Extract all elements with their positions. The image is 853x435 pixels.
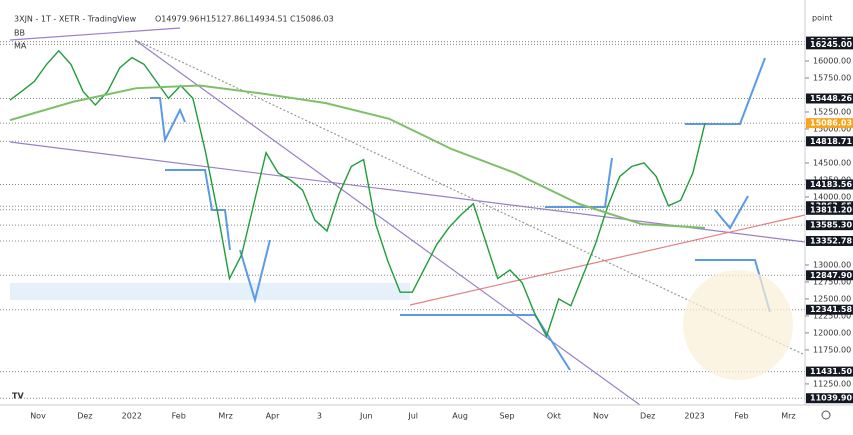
y-tick-label: 13000.00 bbox=[813, 260, 851, 269]
x-tick-label: Feb bbox=[172, 412, 186, 421]
ohlc: O14979.96 bbox=[155, 15, 199, 24]
x-tick-label: Sep bbox=[499, 412, 514, 421]
axis-title: point bbox=[812, 14, 832, 23]
level-label: 11431.50 bbox=[810, 367, 852, 376]
level-badge bbox=[806, 220, 853, 231]
level-label: 12847.90 bbox=[810, 271, 852, 280]
arrow bbox=[685, 57, 766, 125]
y-tick-label: 15750.00 bbox=[813, 73, 851, 82]
x-tick-label: Aug bbox=[452, 412, 468, 421]
level-label: 13811.20 bbox=[810, 205, 852, 214]
level-badge bbox=[806, 235, 853, 246]
trendline bbox=[9, 27, 181, 41]
x-tick-label: 3 bbox=[317, 412, 322, 421]
y-tick-label: 12000.00 bbox=[813, 328, 851, 337]
level-label: 15086.03 bbox=[810, 119, 852, 128]
ma-line bbox=[9, 84, 706, 229]
level-label: 11039.90 bbox=[810, 394, 852, 403]
y-tick-label: 12750.00 bbox=[813, 277, 851, 286]
y-tick-label: 11750.00 bbox=[813, 345, 851, 354]
x-tick-label: Okt bbox=[547, 412, 561, 421]
level-badge bbox=[806, 39, 853, 50]
level-label: 16245.00 bbox=[810, 40, 852, 49]
x-tick-label: Mrz bbox=[218, 412, 232, 421]
y-tick-label: 15000.00 bbox=[813, 124, 851, 133]
x-tick-label: Nov bbox=[593, 412, 609, 421]
level-badge bbox=[806, 93, 853, 104]
x-tick-label: Jun bbox=[359, 412, 373, 421]
price-line bbox=[9, 49, 706, 339]
level-badge bbox=[806, 366, 853, 377]
arrows bbox=[150, 57, 771, 371]
level-badge bbox=[806, 179, 853, 190]
level-label: 12341.58 bbox=[810, 305, 852, 314]
level-label: 13352.78 bbox=[810, 236, 852, 245]
arrow bbox=[165, 169, 231, 251]
level-label: 13585.30 bbox=[810, 221, 852, 230]
y-tick-label: 12250.00 bbox=[813, 311, 851, 320]
x-tick-label: Jul bbox=[407, 412, 418, 421]
price-axis bbox=[805, 0, 853, 435]
level-badge bbox=[806, 270, 853, 281]
x-tick-label: Nov bbox=[30, 412, 46, 421]
level-label: 14183.56 bbox=[810, 180, 852, 189]
y-tick-label: 15250.00 bbox=[813, 107, 851, 116]
zone-highlight bbox=[10, 283, 410, 300]
trendline bbox=[409, 214, 806, 306]
y-tick-label: 11250.00 bbox=[813, 379, 851, 388]
level-badge bbox=[806, 304, 853, 315]
level-badge bbox=[806, 393, 853, 404]
indicator: MA bbox=[14, 42, 27, 51]
trendline bbox=[134, 39, 641, 406]
x-tick-label: 2022 bbox=[122, 412, 142, 421]
y-tick-label: 14500.00 bbox=[813, 158, 851, 167]
settings-icon[interactable] bbox=[821, 410, 831, 420]
arrow bbox=[150, 97, 186, 144]
level-badge bbox=[806, 118, 853, 129]
arrow bbox=[545, 157, 613, 208]
y-tick-label: 16000.00 bbox=[813, 56, 851, 65]
y-tick-label: 14000.00 bbox=[813, 192, 851, 201]
level-label: 14818.71 bbox=[810, 137, 852, 146]
logo: TV bbox=[12, 392, 24, 401]
ohlc: C15086.03 bbox=[290, 15, 334, 24]
arrow bbox=[239, 239, 271, 304]
x-tick-label: Apr bbox=[266, 412, 281, 421]
symbol: 3XJN - 1T - XETR - TradingView bbox=[14, 15, 137, 24]
x-tick-label: Mrz bbox=[781, 412, 795, 421]
x-tick-label: Feb bbox=[734, 412, 748, 421]
y-tick-label: 12500.00 bbox=[813, 294, 851, 303]
level-badge bbox=[806, 204, 853, 215]
x-tick-label: 2023 bbox=[684, 412, 704, 421]
level-badge bbox=[806, 136, 853, 147]
level-label: 15448.26 bbox=[810, 94, 852, 103]
x-tick-label: Dez bbox=[640, 412, 655, 421]
x-tick-label: Dez bbox=[77, 412, 92, 421]
ohlc: L14934.51 bbox=[245, 15, 288, 24]
indicator: BB bbox=[14, 29, 25, 38]
watermark bbox=[683, 270, 793, 380]
ohlc: H15127.86 bbox=[200, 15, 244, 24]
